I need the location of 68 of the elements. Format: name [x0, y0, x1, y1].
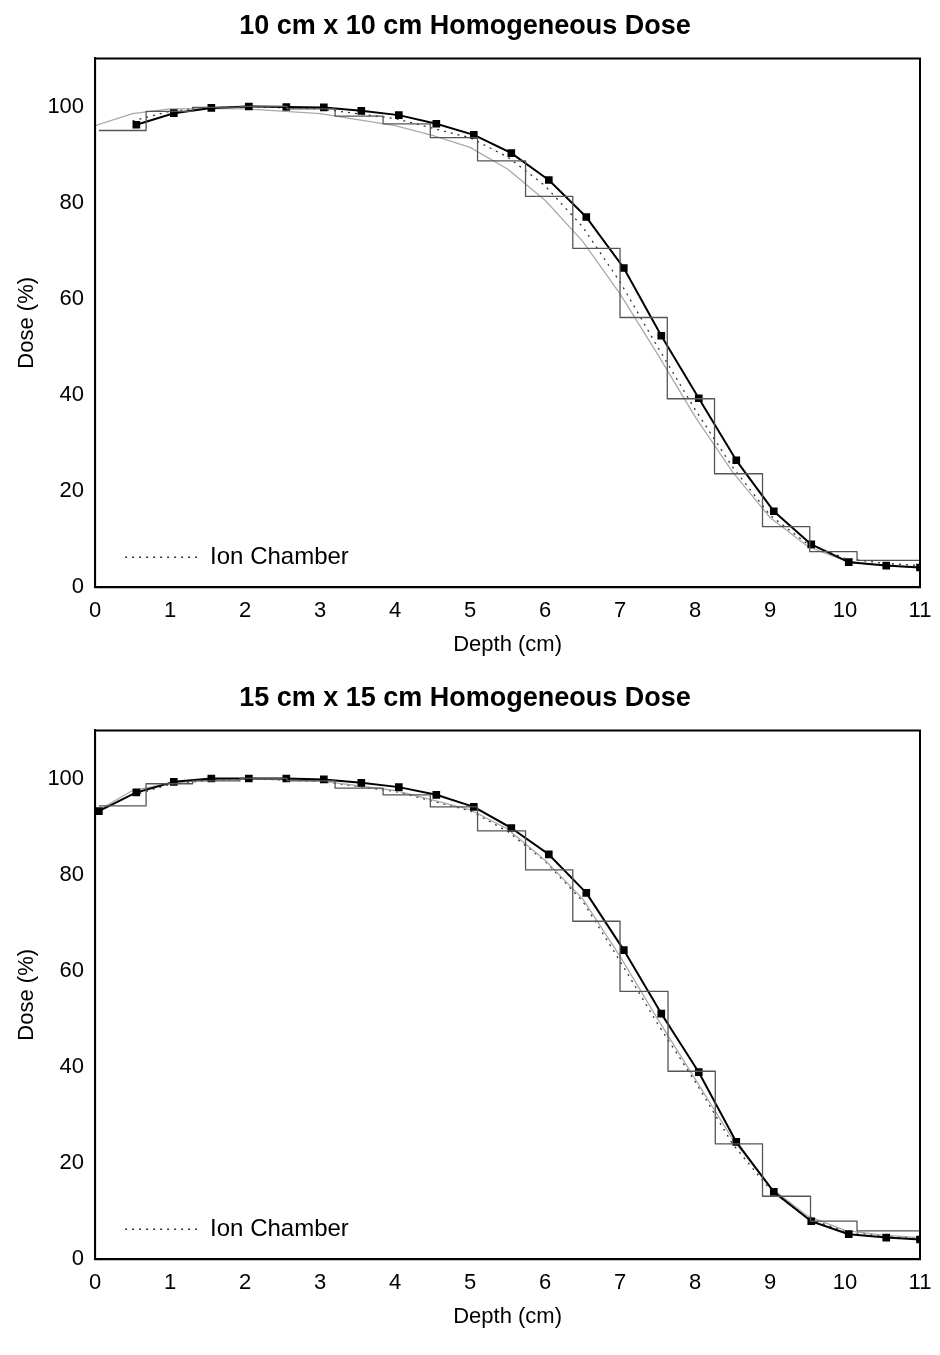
y-tick-label: 80: [59, 188, 85, 214]
x-tick-label: 2: [238, 597, 252, 623]
y-tick-label: 0: [71, 1245, 85, 1271]
x-tick-label: 8: [688, 597, 702, 623]
point: [544, 850, 553, 859]
x-tick-label: 8: [688, 1269, 702, 1295]
y-tick-label: 60: [59, 284, 85, 310]
point: [582, 889, 591, 897]
point: [357, 106, 366, 115]
x-tick-label: 3: [313, 597, 327, 623]
point: [732, 456, 741, 465]
y-tick-label: 40: [59, 1052, 85, 1078]
x-tick-label: 10: [832, 1269, 858, 1295]
y-axis-title: Dose (%): [13, 276, 39, 369]
x-tick-label: 7: [613, 597, 627, 623]
point: [544, 176, 553, 184]
y-tick-label: 100: [47, 764, 85, 790]
x-tick-label: 11: [908, 597, 932, 623]
x-tick-label: 6: [538, 1269, 552, 1295]
chart-title: 10 cm x 10 cm Homogeneous Dose: [239, 9, 691, 40]
point: [769, 507, 778, 516]
point: [132, 120, 141, 129]
point: [619, 946, 628, 954]
y-tick-label: 0: [71, 573, 85, 599]
x-tick-label: 1: [163, 597, 177, 623]
point: [882, 1233, 891, 1242]
y-tick-label: 20: [59, 477, 85, 503]
y-tick-label: 100: [47, 92, 85, 118]
point: [432, 119, 441, 128]
x-tick-label: 4: [388, 1269, 402, 1295]
point: [844, 558, 853, 567]
x-tick-label: 3: [313, 1269, 327, 1295]
point: [582, 213, 591, 221]
x-tick-label: 0: [88, 597, 102, 623]
x-tick-label: 6: [538, 597, 552, 623]
x-tick-label: 0: [88, 1269, 102, 1295]
y-tick-label: 20: [59, 1149, 85, 1175]
point: [95, 807, 103, 815]
point: [882, 561, 891, 570]
y-axis-title: Dose (%): [13, 948, 39, 1041]
legend-label: Ion Chamber: [210, 541, 349, 569]
point: [619, 264, 628, 272]
point: [432, 790, 441, 799]
point: [657, 331, 666, 340]
x-tick-label: 9: [763, 597, 777, 623]
point: [394, 783, 403, 791]
x-axis-title: Depth (cm): [453, 1302, 562, 1328]
point: [394, 111, 403, 119]
x-tick-label: 1: [163, 1269, 177, 1295]
point: [769, 1188, 778, 1196]
x-tick-label: 4: [388, 597, 402, 623]
x-tick-label: 11: [908, 1269, 932, 1295]
x-tick-label: 9: [763, 1269, 777, 1295]
point: [507, 149, 516, 157]
x-tick-label: 10: [832, 597, 858, 623]
point: [657, 1009, 666, 1018]
x-tick-label: 5: [463, 597, 477, 623]
y-tick-label: 40: [59, 380, 85, 406]
x-tick-label: 5: [463, 1269, 477, 1295]
x-tick-label: 7: [613, 1269, 627, 1295]
y-tick-label: 60: [59, 956, 85, 982]
x-axis-title: Depth (cm): [453, 630, 562, 656]
chart-title: 15 cm x 15 cm Homogeneous Dose: [239, 681, 691, 712]
y-tick-label: 80: [59, 860, 85, 886]
point: [844, 1230, 853, 1239]
legend-label: Ion Chamber: [210, 1213, 349, 1241]
point: [357, 778, 366, 787]
x-tick-label: 2: [238, 1269, 252, 1295]
